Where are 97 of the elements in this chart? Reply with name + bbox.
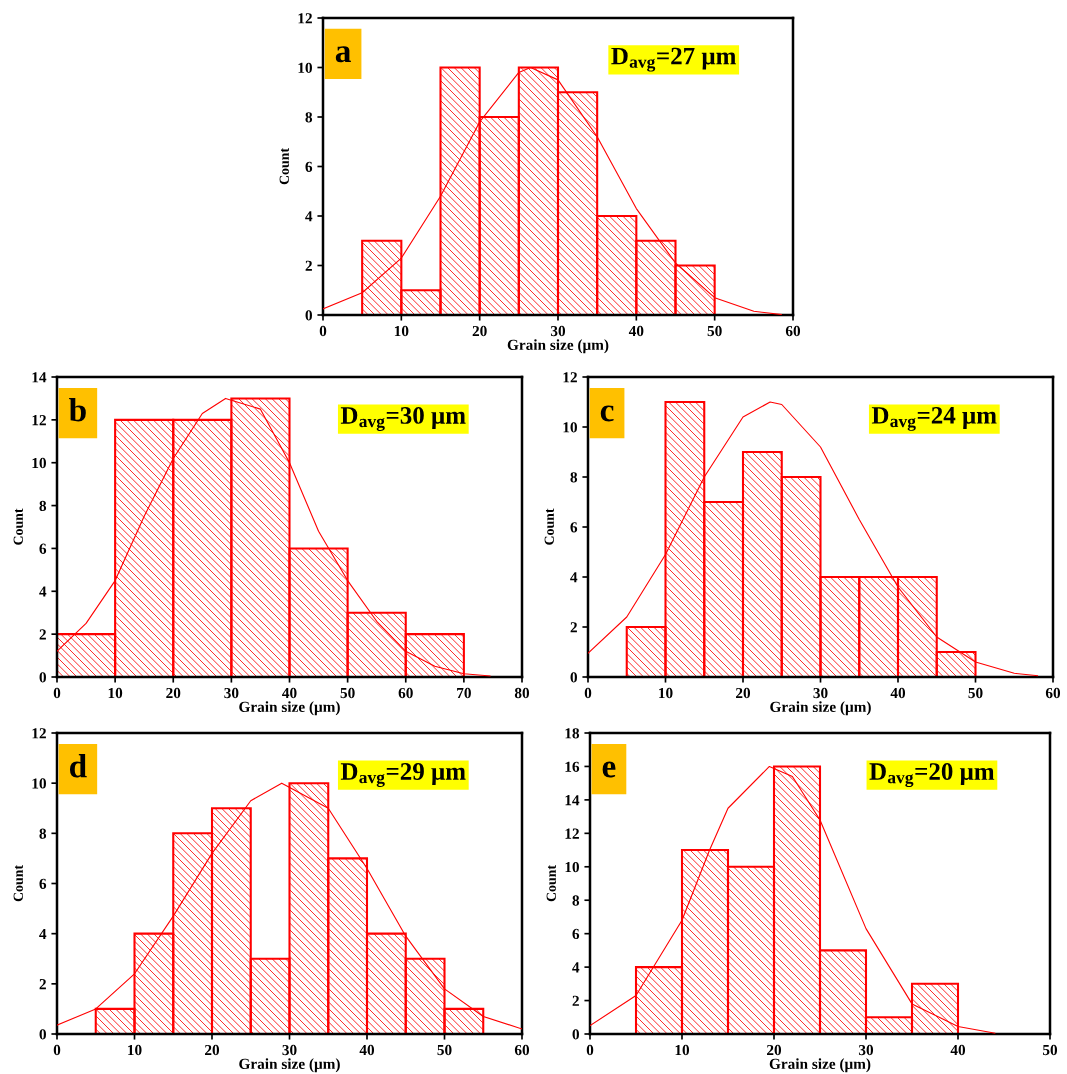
y-tick-label: 0 bbox=[572, 1029, 579, 1040]
y-tick-label: 0 bbox=[39, 672, 46, 683]
y-tick-label: 4 bbox=[39, 928, 47, 939]
x-tick-label: 20 bbox=[736, 687, 751, 699]
y-tick-label: 8 bbox=[570, 472, 578, 483]
x-tick-label: 0 bbox=[586, 1044, 594, 1056]
y-tick-label: 12 bbox=[563, 372, 577, 383]
y-tick-label: 0 bbox=[39, 1029, 46, 1040]
x-tick-label: 60 bbox=[514, 1044, 530, 1056]
y-tick-label: 2 bbox=[305, 260, 312, 271]
annotation: D$_{avg}$=20 μm bbox=[869, 763, 995, 788]
y-tick-label: 6 bbox=[305, 161, 313, 172]
y-tick-label: 8 bbox=[305, 112, 313, 123]
x-tick-label: 40 bbox=[950, 1044, 966, 1056]
x-tick-label: 60 bbox=[785, 325, 801, 337]
y-tick-label: 4 bbox=[305, 211, 313, 222]
y-tick-label: 10 bbox=[565, 861, 579, 873]
x-tick-label: 40 bbox=[890, 687, 906, 699]
y-axis-title: Count bbox=[279, 148, 289, 185]
y-tick-label: 0 bbox=[570, 672, 577, 683]
y-tick-label: 8 bbox=[39, 500, 47, 512]
y-axis-title: Count bbox=[13, 865, 23, 902]
x-tick-label: 30 bbox=[550, 325, 566, 337]
y-tick-label: 4 bbox=[572, 962, 580, 973]
annotation: b bbox=[69, 398, 86, 422]
x-tick-label: 40 bbox=[282, 687, 297, 699]
x-axis-title: Grain size (μm) bbox=[239, 1058, 340, 1073]
y-tick-label: 2 bbox=[572, 995, 579, 1006]
x-tick-label: 40 bbox=[628, 325, 644, 337]
x-tick-label: 20 bbox=[472, 325, 487, 337]
x-tick-label: 10 bbox=[108, 687, 123, 699]
line-series bbox=[57, 397, 491, 677]
annotation: d bbox=[69, 754, 87, 778]
x-tick-label: 10 bbox=[675, 1044, 690, 1056]
x-tick-label: 50 bbox=[1042, 1044, 1058, 1056]
y-axis-title: Count bbox=[13, 508, 23, 545]
x-axis-title: Grain size (μm) bbox=[770, 701, 871, 716]
y-tick-label: 6 bbox=[39, 878, 47, 889]
x-tick-label: 10 bbox=[394, 325, 409, 337]
y-tick-label: 12 bbox=[298, 13, 312, 24]
y-tick-label: 2 bbox=[570, 622, 577, 633]
x-tick-label: 50 bbox=[437, 1044, 452, 1056]
x-tick-label: 30 bbox=[224, 687, 239, 699]
x-tick-label: 30 bbox=[282, 1044, 297, 1056]
y-tick-label: 10 bbox=[32, 778, 46, 789]
y-tick-label: 14 bbox=[32, 372, 47, 383]
y-tick-label: 4 bbox=[39, 586, 47, 597]
x-tick-label: 20 bbox=[767, 1044, 782, 1056]
x-tick-label: 10 bbox=[659, 687, 673, 699]
y-tick-label: 10 bbox=[32, 457, 46, 469]
y-tick-label: 6 bbox=[572, 928, 580, 940]
annotation: a bbox=[335, 46, 351, 63]
x-tick-label: 0 bbox=[53, 687, 61, 699]
x-axis-title: Grain size (μm) bbox=[239, 701, 340, 716]
x-tick-label: 30 bbox=[858, 1044, 874, 1056]
x-tick-label: 30 bbox=[813, 687, 828, 699]
y-tick-label: 6 bbox=[570, 522, 578, 533]
y-tick-label: 6 bbox=[39, 543, 47, 554]
y-axis-title: Count bbox=[544, 508, 554, 545]
x-tick-label: 20 bbox=[205, 1044, 220, 1056]
y-tick-label: 0 bbox=[305, 310, 312, 321]
y-tick-label: 12 bbox=[32, 415, 46, 426]
y-tick-label: 8 bbox=[572, 895, 580, 906]
annotation: D$_{avg}$=30 μm bbox=[340, 407, 466, 431]
y-tick-label: 14 bbox=[565, 795, 580, 806]
y-tick-label: 2 bbox=[39, 979, 46, 990]
x-tick-label: 0 bbox=[319, 325, 327, 337]
x-tick-label: 10 bbox=[128, 1044, 142, 1056]
x-axis-title: Grain size (μm) bbox=[769, 1058, 871, 1073]
y-tick-label: 2 bbox=[39, 629, 46, 640]
line-series bbox=[588, 401, 1039, 677]
annotation: e bbox=[602, 761, 616, 778]
x-tick-label: 40 bbox=[359, 1044, 375, 1056]
y-tick-label: 4 bbox=[570, 572, 578, 583]
annotation: D$_{avg}$=24 μm bbox=[871, 407, 997, 431]
y-tick-label: 16 bbox=[565, 761, 580, 772]
x-tick-label: 50 bbox=[340, 687, 355, 699]
x-tick-label: 80 bbox=[514, 687, 530, 699]
x-tick-label: 50 bbox=[707, 325, 722, 337]
x-tick-label: 0 bbox=[53, 1044, 61, 1056]
x-tick-label: 0 bbox=[584, 687, 592, 699]
x-tick-label: 20 bbox=[166, 687, 181, 699]
y-tick-label: 12 bbox=[565, 828, 579, 839]
y-tick-label: 12 bbox=[32, 728, 46, 739]
y-axis-title: Count bbox=[546, 865, 556, 902]
annotation: D$_{avg}$=29 μm bbox=[340, 763, 466, 787]
annotation: c bbox=[600, 405, 614, 422]
y-tick-label: 10 bbox=[563, 422, 577, 433]
x-tick-label: 50 bbox=[968, 687, 983, 699]
y-tick-label: 10 bbox=[298, 62, 312, 73]
x-tick-label: 60 bbox=[398, 687, 413, 699]
y-tick-label: 8 bbox=[39, 828, 47, 839]
annotation: D$_{avg}$=27 μm bbox=[611, 47, 736, 72]
x-tick-label: 60 bbox=[1045, 687, 1061, 699]
y-tick-label: 18 bbox=[565, 728, 580, 739]
x-axis-title: Grain size (μm) bbox=[507, 339, 609, 354]
x-tick-label: 70 bbox=[457, 687, 471, 699]
